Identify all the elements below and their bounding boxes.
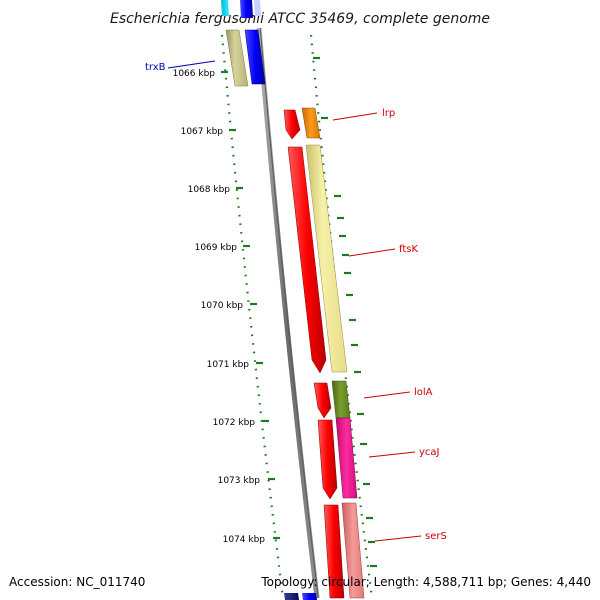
tick-label-1073: 1073 kbp xyxy=(218,476,261,486)
tick-label-1072: 1072 kbp xyxy=(213,418,256,428)
gene-label-ftsK: ftsK xyxy=(399,244,418,255)
gene-bottom-blue xyxy=(302,593,317,600)
gene-ftsK-red xyxy=(287,146,327,374)
tick-label-1070: 1070 kbp xyxy=(201,301,244,311)
feature-serS-salmon xyxy=(341,502,365,599)
gene-label-trxB: trxB xyxy=(145,62,166,73)
tick-label-1074: 1074 kbp xyxy=(223,535,266,545)
tick-label-1071: 1071 kbp xyxy=(207,360,250,370)
gene-trxB-blue xyxy=(244,29,266,85)
feature-ycaJ-pink xyxy=(335,417,358,499)
leader-lrp xyxy=(332,112,378,121)
gene-label-lolA: lolA xyxy=(414,387,433,398)
gene-lrp-red xyxy=(283,109,301,140)
tick-marks xyxy=(221,70,280,540)
gene-serS-red xyxy=(323,504,345,599)
leader-ycaJ xyxy=(368,451,416,458)
accession-text: Accession: NC_011740 xyxy=(9,575,145,589)
gc-track-left xyxy=(220,34,285,599)
gene-ycaJ-red xyxy=(317,419,338,500)
tick-label-1069: 1069 kbp xyxy=(195,243,238,253)
tick-label-1066: 1066 kbp xyxy=(173,69,216,79)
leader-ftsK xyxy=(348,248,396,257)
leader-lolA xyxy=(363,391,411,399)
leader-serS xyxy=(374,535,422,542)
gene-label-lrp: lrp xyxy=(382,108,395,119)
gene-label-serS: serS xyxy=(425,531,447,542)
leader-trxB xyxy=(167,60,216,69)
feature-ftsK-yellow xyxy=(305,144,348,373)
tick-label-1067: 1067 kbp xyxy=(181,127,224,137)
gene-lolA-red xyxy=(313,382,332,419)
gene-bottom-navy xyxy=(284,593,299,600)
feature-lrp-orange xyxy=(301,107,321,139)
gene-top-blue xyxy=(240,0,253,18)
map-title: Escherichia fergusonii ATCC 35469, compl… xyxy=(110,11,490,27)
feature-top-lightblue xyxy=(254,0,261,16)
feature-trxB-khaki xyxy=(225,29,249,87)
feature-top-cyan xyxy=(221,0,229,16)
tick-label-1068: 1068 kbp xyxy=(188,185,231,195)
topology-text: Topology: circular; Length: 4,588,711 bp… xyxy=(260,575,591,589)
genome-backbone xyxy=(256,27,320,599)
gene-label-ycaJ: ycaJ xyxy=(419,447,440,458)
right-track-marks xyxy=(313,56,377,568)
